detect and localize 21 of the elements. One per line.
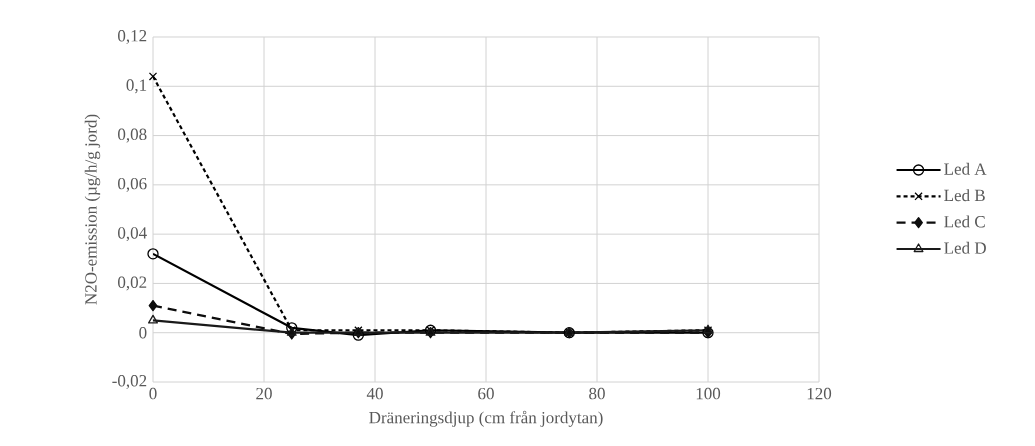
- y-tick-label: 0,1: [126, 79, 147, 94]
- x-tick-label: 120: [807, 387, 832, 400]
- x-tick-label: 100: [696, 387, 721, 400]
- legend-label: Led A: [944, 162, 987, 175]
- x-tick-label: 20: [256, 387, 272, 400]
- x-tick-label: 60: [478, 387, 494, 400]
- y-tick-label: 0,06: [118, 177, 147, 192]
- legend-label: Led D: [944, 241, 986, 254]
- x-tick-label: 80: [589, 387, 605, 400]
- x-tick-label: 40: [366, 387, 383, 400]
- y-axis-title: N2O-emission (µg/h/g jord): [84, 114, 101, 305]
- legend-label: Led B: [944, 189, 985, 202]
- legend-label: Led C: [944, 215, 985, 228]
- x-axis-title: Dräneringsdjup (cm från jordytan): [369, 410, 603, 427]
- y-tick-label: 0,12: [118, 30, 147, 44]
- x-tick-label: 0: [149, 387, 157, 400]
- y-tick-label: 0,08: [118, 128, 147, 143]
- y-tick-label: 0,04: [118, 227, 147, 242]
- y-tick-label: 0,02: [118, 276, 147, 291]
- y-tick-label: 0: [139, 326, 147, 339]
- y-tick-label: -0,02: [112, 375, 147, 389]
